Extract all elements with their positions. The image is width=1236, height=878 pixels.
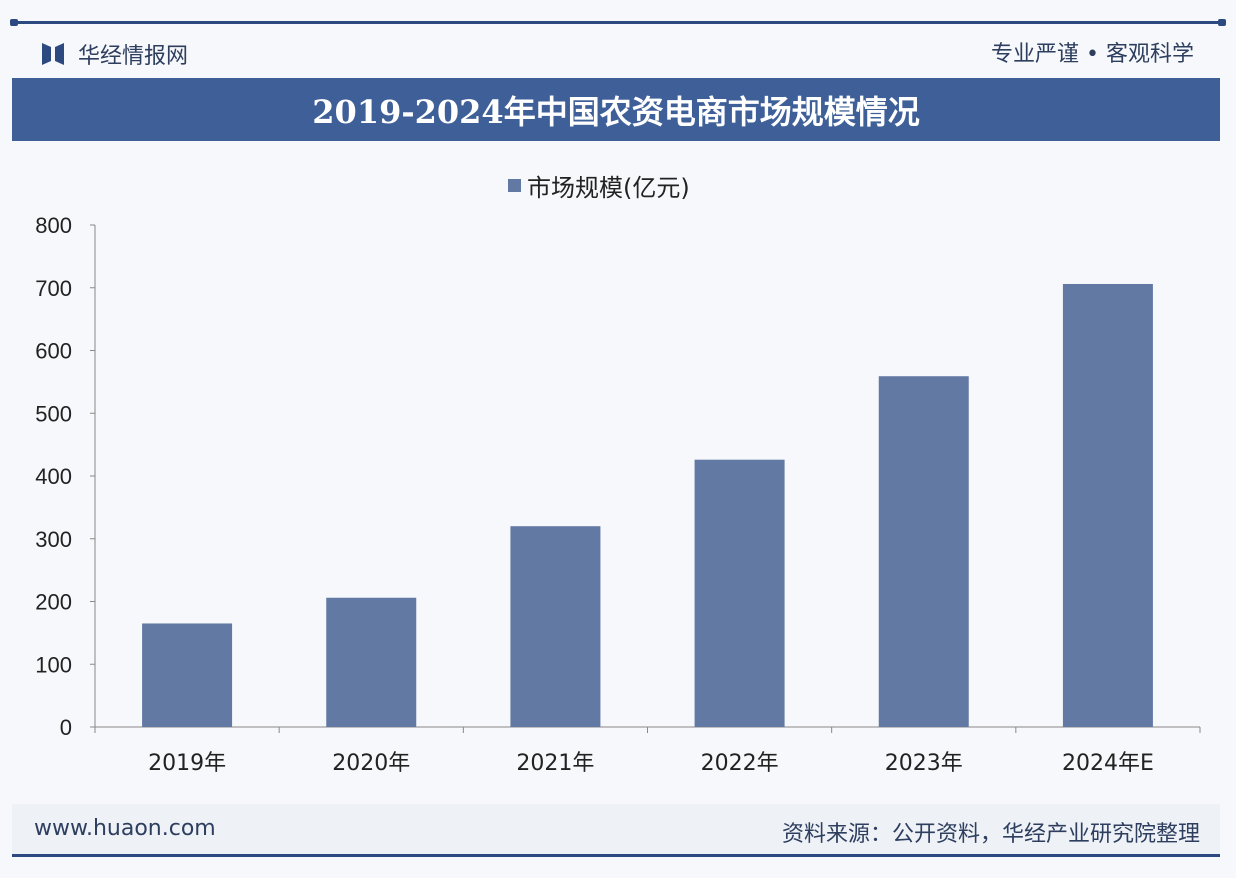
brand: 华经情报网 <box>40 38 188 70</box>
legend: 市场规模(亿元) <box>508 168 690 203</box>
chart-title: 2019-2024年中国农资电商市场规模情况 <box>312 92 920 131</box>
legend-label: 市场规模(亿元) <box>527 174 690 202</box>
x-tick-label: 2021年 <box>516 751 594 776</box>
footer: www.huaon.com 资料来源：公开资料，华经产业研究院整理 <box>12 804 1220 857</box>
x-tick-label: 2019年 <box>148 751 226 776</box>
title-bar: 2019-2024年中国农资电商市场规模情况 <box>12 78 1220 141</box>
y-tick-label: 500 <box>35 401 72 426</box>
top-rule <box>10 19 1226 26</box>
y-tick-label: 600 <box>35 339 72 364</box>
x-tick-label: 2020年 <box>332 751 410 776</box>
y-tick-label: 0 <box>60 715 72 740</box>
bar <box>326 597 417 727</box>
y-tick-label: 200 <box>35 590 72 615</box>
x-tick-label: 2024年E <box>1062 751 1154 776</box>
slogan: 专业严谨 • 客观科学 <box>991 42 1194 67</box>
y-tick-label: 800 <box>35 213 72 238</box>
y-tick-label: 400 <box>35 464 72 489</box>
bar <box>142 623 233 727</box>
legend-swatch <box>508 179 521 192</box>
footer-source: 资料来源：公开资料，华经产业研究院整理 <box>781 822 1200 847</box>
y-tick-label: 700 <box>35 276 72 301</box>
y-tick-label: 100 <box>35 652 72 677</box>
footer-url[interactable]: www.huaon.com <box>34 816 216 841</box>
bar <box>878 376 969 727</box>
bar <box>694 459 785 727</box>
x-tick-label: 2022年 <box>701 751 779 776</box>
bar <box>510 526 601 727</box>
x-tick-label: 2023年 <box>885 751 963 776</box>
brand-name: 华经情报网 <box>78 44 189 69</box>
bar <box>1062 283 1153 727</box>
y-tick-label: 300 <box>35 527 72 552</box>
brand-logo-icon <box>42 43 64 65</box>
